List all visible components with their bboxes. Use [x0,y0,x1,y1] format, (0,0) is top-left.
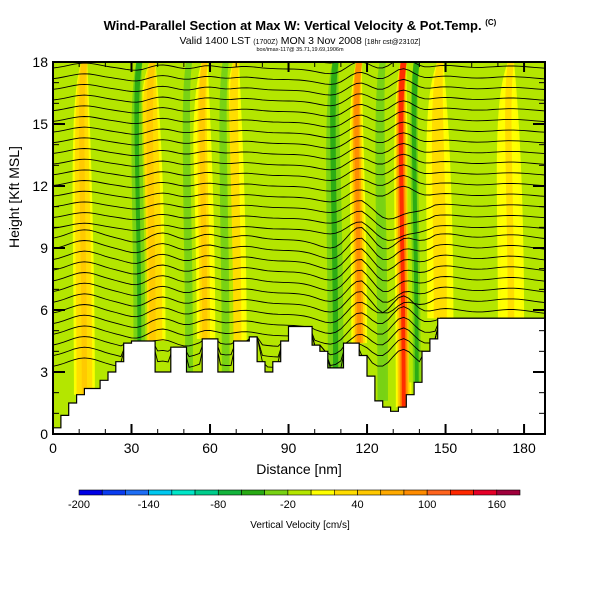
updraft-column [505,62,515,319]
isentrope-line [53,291,545,314]
colorbar-segment [125,489,149,496]
terrain-mask [53,317,545,434]
colorbar-tick-label: 40 [351,499,363,511]
colorbar-tick-label: -80 [210,499,226,511]
colorbar-tick-label: -140 [138,499,160,511]
colorbar-segment [78,489,103,496]
colorbar-tick-label: 160 [488,499,506,511]
colorbar-segment [101,489,126,496]
colorbar-segment [217,489,242,496]
downdraft-column [184,62,193,372]
colorbar-tick-label: -200 [68,499,90,511]
colorbar-segment [171,489,196,496]
isentrope-line [53,164,545,181]
y-tick-label: 0 [40,426,48,442]
chart-title: Wind-Parallel Section at Max W: Vertical… [0,18,600,33]
isentrope-line [53,153,545,171]
colorbar-segment [357,489,382,496]
chart-title-text: Wind-Parallel Section at Max W: Vertical… [103,18,482,33]
y-tick-label: 15 [32,116,48,132]
colorbar-label: Vertical Velocity [cm/s] [250,520,350,531]
y-tick-label: 3 [40,364,48,380]
subtitle-date: MON 3 Nov 2008 [280,35,362,47]
isentrope-line [318,62,338,64]
updraft-column [398,62,407,408]
velocity-field [53,62,545,434]
x-tick-label: 30 [124,440,140,456]
colorbar: -200 -140 -80 -20 40 100 160 [68,489,521,511]
colorbar-tick-label: 100 [418,499,436,511]
isentrope-line [53,110,545,128]
colorbar-segment [194,489,219,496]
isentrope-line [53,100,545,117]
y-tick-label: 18 [32,54,48,70]
updraft-column [199,62,208,339]
x-axis-label: Distance [nm] [256,461,342,477]
colorbar-tick-label: -20 [280,499,296,511]
colorbar-segment [334,489,358,496]
downdraft-column [330,62,339,368]
colorbar-segment [473,489,498,496]
isentrope-line [53,89,545,107]
chart-subline: box/imax-117@ 35.71,19.69,1906m [256,47,344,53]
chart-subtitle: Valid 1400 LST (1700Z) MON 3 Nov 2008 [1… [0,35,600,47]
colorbar-segment [264,489,289,496]
isentrope-line [53,259,545,282]
isentrope-line [53,132,545,149]
isentrope-line [53,221,545,241]
colorbar-segment [403,489,428,496]
subtitle-run: [18hr cst@2310Z] [364,39,421,46]
axes: 0 30 60 90 120 150 180 0 3 6 9 12 15 18 [32,54,545,456]
x-tick-label: 60 [202,440,218,456]
isentrope-line [53,200,545,220]
colorbar-segment [450,489,474,496]
x-tick-label: 150 [434,440,458,456]
subtitle-valid: Valid 1400 LST [179,35,251,47]
colorbar-segment [496,489,521,496]
updraft-column [354,62,363,344]
downdraft-column [377,62,386,401]
x-tick-label: 120 [355,440,379,456]
subtitle-utc: (1700Z) [253,39,278,46]
chart-title-tag: (C) [485,18,497,27]
isentrope-line [53,227,545,250]
isentrope-line [53,210,545,231]
colorbar-segment [241,489,265,496]
colorbar-segment [310,489,335,496]
isentrope-line [53,62,545,75]
colorbar-segment [148,489,173,496]
isentrope-line [53,237,545,260]
y-tick-label: 9 [40,240,48,256]
colorbar-segment [380,489,405,496]
colorbar-segment [287,489,312,496]
updraft-column [79,62,88,395]
isentrope-line [53,143,545,160]
x-tick-label: 0 [49,440,57,456]
isentrope-line [53,269,545,293]
isentrope-line [53,295,545,324]
terrain-surface [53,317,545,434]
isentrope-line [53,78,545,96]
isentrope-line [53,185,545,203]
isentrope-line [53,68,545,85]
isentrope-line [53,175,545,192]
y-tick-label: 6 [40,302,48,318]
downdraft-column [134,62,143,341]
x-tick-label: 180 [512,440,536,456]
y-tick-label: 12 [32,178,48,194]
isentrope-line [53,280,545,303]
colorbar-segment [426,489,451,496]
isentrope-line [53,121,545,139]
updraft-column [434,62,444,319]
isentrope-line [53,248,545,271]
x-tick-label: 90 [281,440,297,456]
